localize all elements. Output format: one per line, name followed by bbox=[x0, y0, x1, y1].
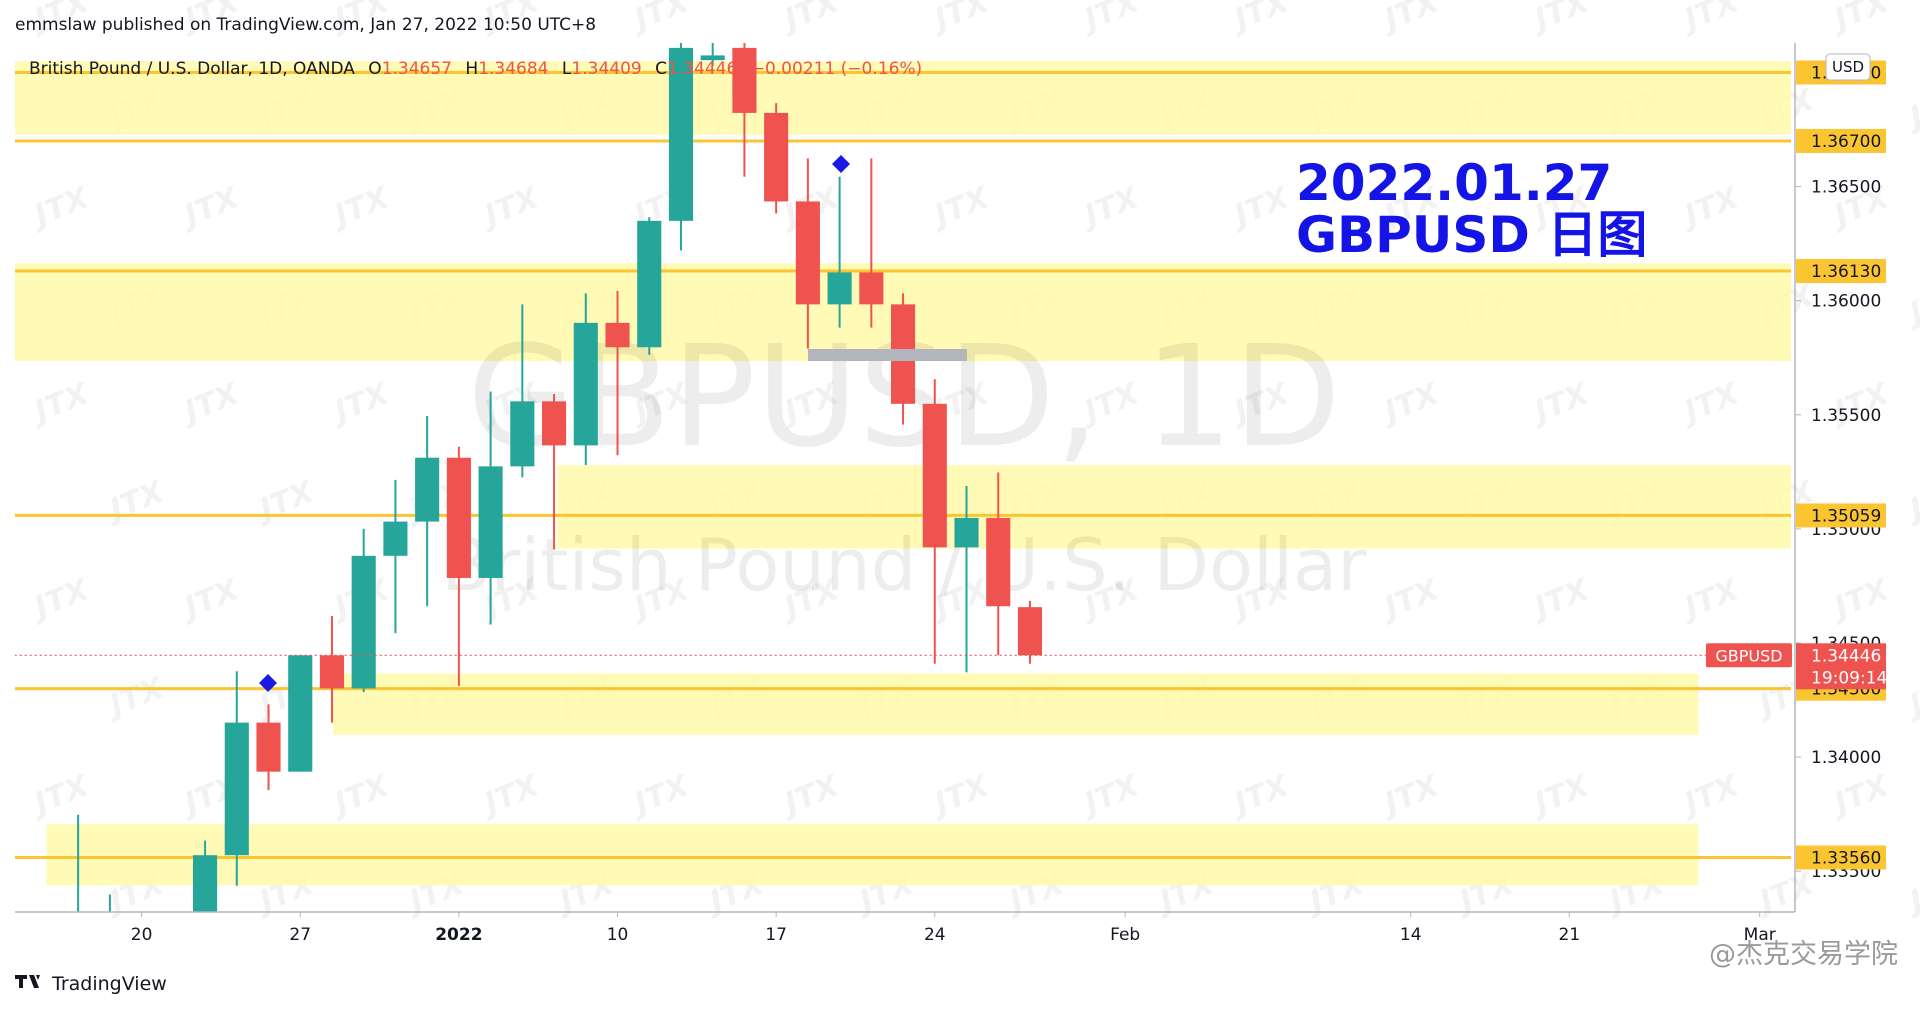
candle-body bbox=[351, 555, 376, 689]
name-watermark: British Pound / U.S. Dollar bbox=[441, 523, 1367, 607]
countdown-label: 19:09:14 bbox=[1811, 668, 1887, 688]
x-tick-label: 27 bbox=[289, 925, 311, 945]
signal-diamond bbox=[832, 155, 850, 173]
change: −0.00211 (−0.16%) bbox=[751, 59, 922, 79]
zone bbox=[557, 465, 1791, 549]
candle-body bbox=[573, 322, 598, 446]
candle-body bbox=[256, 722, 281, 772]
y-tick-label: 1.35500 bbox=[1811, 406, 1881, 426]
candle-body bbox=[288, 655, 313, 772]
candle-body bbox=[605, 322, 630, 348]
symbol-label: GBPUSD bbox=[1715, 646, 1782, 665]
candle-body bbox=[383, 521, 408, 556]
level-label: 1.36130 bbox=[1811, 262, 1881, 282]
x-tick-label: 17 bbox=[765, 925, 787, 945]
ohlc-letter: H bbox=[465, 59, 478, 79]
candle-body bbox=[415, 457, 440, 522]
last-price-box bbox=[1796, 643, 1886, 690]
annotation-title: GBPUSD 日图 bbox=[1296, 206, 1647, 264]
currency-badge-label: USD bbox=[1832, 58, 1864, 76]
candle-body bbox=[446, 457, 471, 578]
candle-body bbox=[193, 855, 218, 912]
ohlc-letter: O bbox=[368, 59, 381, 79]
level-label-box bbox=[1796, 128, 1886, 153]
candle-body bbox=[859, 272, 884, 305]
x-tick-label: Mar bbox=[1744, 925, 1776, 945]
x-tick-label: 14 bbox=[1400, 925, 1422, 945]
candle-body bbox=[478, 466, 503, 578]
candle-body bbox=[700, 55, 725, 61]
y-tick-label: 1.36000 bbox=[1811, 292, 1881, 312]
candle-body bbox=[668, 47, 694, 221]
credit: @杰克交易学院 bbox=[1709, 939, 1898, 970]
candle-body bbox=[224, 722, 249, 856]
candle-body bbox=[827, 272, 852, 305]
candle-body bbox=[732, 47, 757, 113]
candle-body bbox=[1017, 607, 1043, 656]
level-label-box bbox=[1796, 259, 1886, 284]
ohlc-letter: C bbox=[655, 59, 667, 79]
last-price-label: 1.34446 bbox=[1811, 646, 1881, 666]
symbol: British Pound / U.S. Dollar, 1D, OANDA bbox=[29, 59, 355, 79]
candle-body bbox=[542, 401, 567, 446]
zone bbox=[333, 673, 1699, 735]
annotation-date: 2022.01.27 bbox=[1296, 154, 1612, 212]
x-tick-label: Feb bbox=[1110, 925, 1140, 945]
symbol-legend: British Pound / U.S. Dollar, 1D, OANDA O… bbox=[29, 59, 922, 79]
currency-badge bbox=[1825, 53, 1871, 81]
level-label: 1.33560 bbox=[1811, 848, 1881, 868]
brand-name: TradingView bbox=[51, 973, 167, 995]
ohlc-value: 1.34446 bbox=[667, 59, 737, 79]
y-tick-label: 1.36500 bbox=[1811, 178, 1881, 198]
signal-diamond bbox=[259, 674, 277, 692]
level-label: 1.36700 bbox=[1811, 132, 1881, 152]
y-tick-label: 1.34000 bbox=[1811, 748, 1881, 768]
publisher-line: emmslaw published on TradingView.com, Ja… bbox=[15, 15, 596, 35]
candle-body bbox=[922, 403, 947, 548]
level-label: 1.35059 bbox=[1811, 506, 1881, 526]
x-tick-label: 21 bbox=[1559, 925, 1581, 945]
candle-body bbox=[795, 201, 820, 305]
candle-body bbox=[510, 401, 535, 467]
ohlc-value: 1.34657 bbox=[382, 59, 452, 79]
candle-body bbox=[954, 517, 979, 548]
brand: TradingView bbox=[15, 973, 167, 995]
x-tick-label: 20 bbox=[131, 925, 153, 945]
level-label-box bbox=[1796, 503, 1886, 528]
ohlc-value: 1.34409 bbox=[571, 59, 641, 79]
brand-logo bbox=[15, 975, 40, 988]
symbol-label-box bbox=[1706, 643, 1792, 668]
x-tick-label: 10 bbox=[607, 925, 629, 945]
range-marker bbox=[808, 349, 967, 361]
candle-body bbox=[637, 220, 662, 348]
level-label-box bbox=[1796, 845, 1886, 870]
ohlc-letter: L bbox=[562, 59, 572, 79]
x-tick-label: 2022 bbox=[435, 925, 482, 945]
ohlc-value: 1.34684 bbox=[478, 59, 548, 79]
zone bbox=[46, 824, 1699, 886]
x-tick-label: 24 bbox=[924, 925, 946, 945]
candle-body bbox=[986, 517, 1011, 607]
candle-body bbox=[319, 655, 345, 689]
candle-body bbox=[764, 112, 789, 202]
